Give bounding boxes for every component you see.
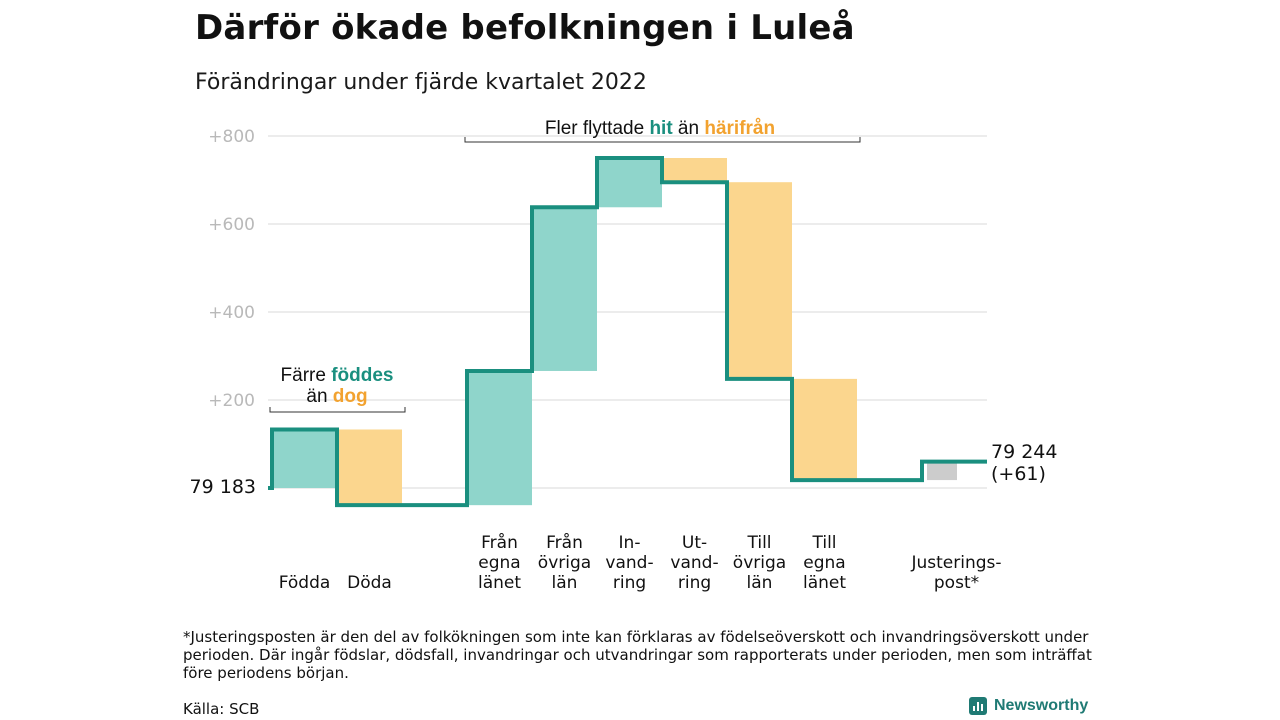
category-label: övriga	[538, 553, 591, 573]
migration-bracket	[464, 137, 861, 143]
start-value-label: 79 183	[190, 476, 256, 498]
brand-name: Newsworthy	[994, 697, 1089, 714]
bar-adjustment	[927, 461, 957, 481]
bar-decrease	[337, 429, 402, 506]
y-tick-label: +600	[208, 215, 255, 235]
end-change-label: (+61)	[991, 463, 1046, 485]
category-label: länet	[803, 573, 846, 593]
category-label: Till	[811, 533, 836, 553]
end-value-label: 79 244	[991, 441, 1057, 463]
bar-decrease	[792, 378, 857, 481]
bar-increase	[597, 158, 662, 208]
category-label: Från	[546, 532, 583, 553]
footnote: *Justeringsposten är den del av folkökni…	[183, 628, 1092, 682]
category-label: egna	[803, 553, 845, 573]
chart-title: Därför ökade befolkningen i Luleå	[195, 8, 855, 48]
category-label: In-	[619, 533, 641, 553]
newsworthy-logo-icon	[969, 697, 987, 715]
migration-annotation: Fler flyttade hit än härifrån	[464, 118, 861, 143]
y-tick-label: +800	[208, 127, 255, 147]
category-labels: Födda DödaFrånegnalänetFrånövrigalänIn-va…	[279, 532, 1002, 593]
bars	[272, 158, 957, 506]
category-label: övriga	[733, 553, 786, 573]
births-annotation-line1: Färre föddes	[281, 365, 394, 386]
births-annotation: Färre föddes än dog	[269, 365, 406, 413]
bar-decrease	[727, 182, 792, 379]
migration-annotation-text: Fler flyttade hit än härifrån	[545, 118, 775, 139]
bar-decrease	[662, 158, 727, 183]
source-credit: Källa: SCB	[183, 700, 260, 718]
chart-subtitle: Förändringar under fjärde kvartalet 2022	[195, 70, 647, 95]
category-label: ring	[613, 573, 646, 593]
category-label: post*	[934, 573, 979, 593]
category-label: länet	[478, 573, 521, 593]
brand-logo: Newsworthy	[968, 696, 1088, 716]
waterfall-chart: +200+400+600+800 Födda DödaFrånegnalänetF…	[190, 118, 1058, 593]
category-label: Ut-	[682, 533, 707, 553]
births-annotation-line2: än dog	[306, 386, 367, 407]
bar-increase	[272, 429, 337, 488]
gridlines: +200 +400 +600 +800	[208, 127, 987, 489]
category-label: Från	[481, 532, 518, 553]
category-label: Till	[746, 533, 771, 553]
category-label: län	[747, 573, 773, 593]
y-tick-label: +200	[208, 391, 255, 411]
bar-increase	[532, 207, 597, 371]
category-label: egna	[478, 553, 520, 573]
y-tick-label: +400	[208, 303, 255, 323]
category-label: Döda	[347, 573, 392, 593]
category-label: ring	[678, 573, 711, 593]
category-label: vand-	[670, 553, 718, 573]
category-label: län	[552, 573, 578, 593]
category-label: Justerings-	[910, 553, 1001, 573]
births-bracket	[269, 407, 406, 413]
category-label: Födda	[279, 573, 331, 593]
category-label: vand-	[605, 553, 653, 573]
bar-increase	[467, 370, 532, 506]
cumulative-step-line	[268, 156, 987, 508]
